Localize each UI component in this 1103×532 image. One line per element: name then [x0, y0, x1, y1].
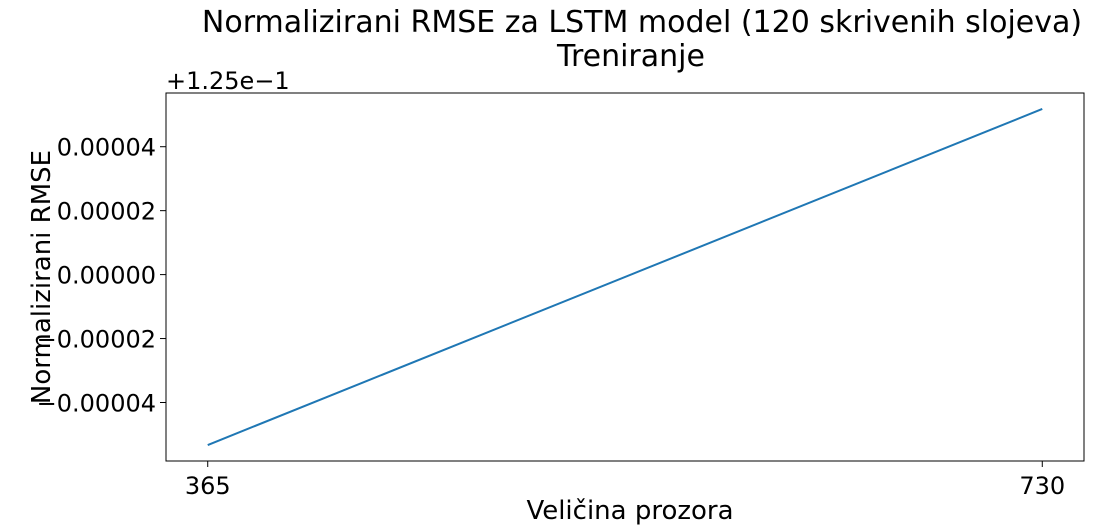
y-axis-label: Normalizirani RMSE: [27, 150, 57, 404]
x-axis-label: Veličina prozora: [526, 496, 733, 526]
chart-subtitle: Treniranje: [556, 39, 705, 74]
y-tick-label: −0.00002: [37, 326, 156, 354]
axes-frame: [165, 92, 1085, 462]
y-tick-label: 0.00004: [57, 134, 156, 162]
chart-title: Normalizirani RMSE za LSTM model (120 sk…: [202, 5, 1082, 40]
series-line: [207, 108, 1043, 446]
y-tick-label: −0.00004: [37, 389, 156, 417]
plot-area: −0.00004 −0.00002 0.00000 0.00002 0.00004 365…: [37, 108, 1065, 500]
y-offset-label: +1.25e−1: [166, 67, 290, 95]
y-tick-label: 0.00002: [57, 198, 156, 226]
x-tick-label: 365: [185, 472, 231, 500]
y-tick-label: 0.00000: [57, 262, 156, 290]
x-tick-label: 730: [1019, 472, 1065, 500]
